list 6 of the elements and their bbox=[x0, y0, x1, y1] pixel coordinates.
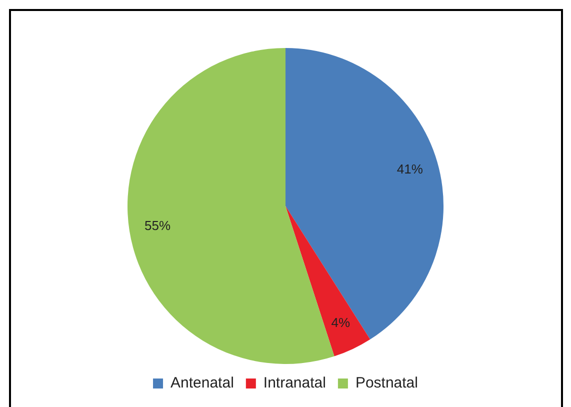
data-label: 55% bbox=[144, 218, 171, 233]
data-label: 41% bbox=[396, 161, 424, 176]
legend-label: Antenatal bbox=[170, 374, 234, 392]
data-label: 4% bbox=[331, 314, 350, 330]
legend-label: Postnatal bbox=[355, 374, 418, 392]
legend-label: Intranatal bbox=[263, 374, 326, 392]
